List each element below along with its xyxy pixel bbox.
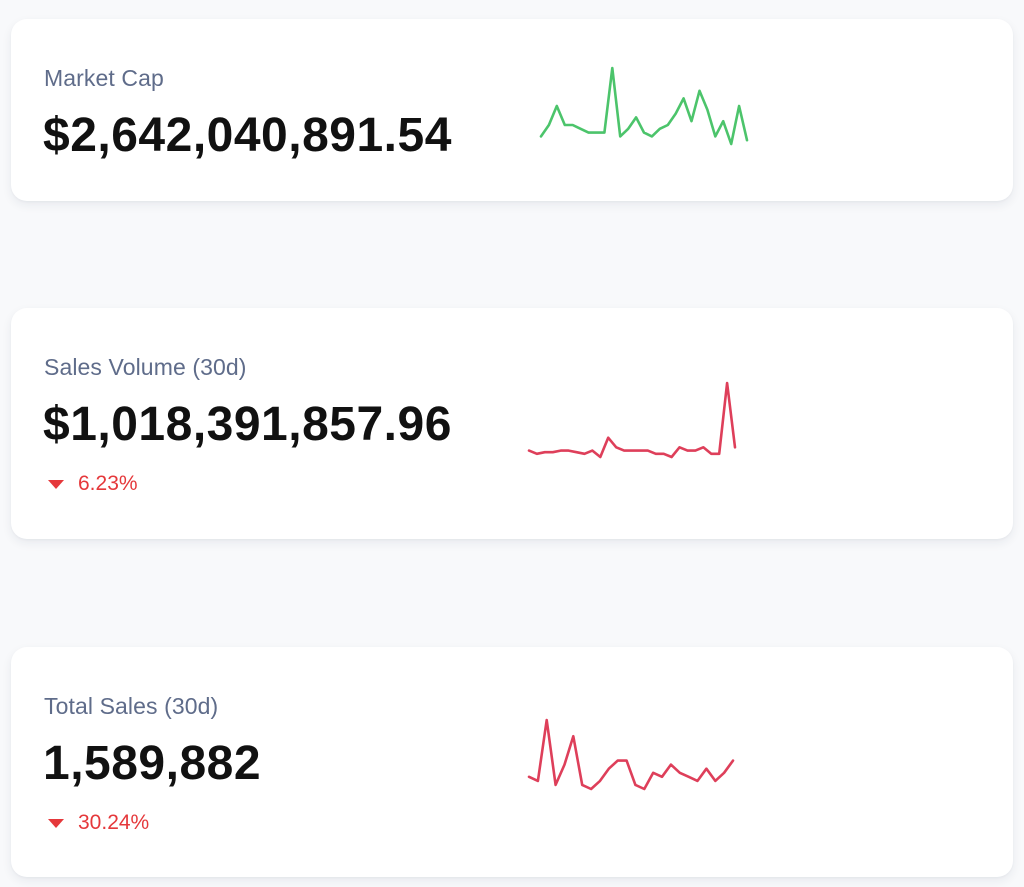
total-sales-label: Total Sales (30d) [44, 693, 219, 719]
sales-volume-change: 6.23% [48, 472, 138, 496]
sales-volume-label: Sales Volume (30d) [44, 354, 247, 380]
sales-volume-sparkline-line [527, 381, 737, 459]
total-sales-sparkline [527, 718, 735, 791]
sales-volume-value: $1,018,391,857.96 [43, 398, 452, 451]
market-cap-card: Market Cap $2,642,040,891.54 [11, 19, 1013, 201]
sales-volume-change-value: 6.23% [78, 472, 138, 495]
sales-volume-card: Sales Volume (30d) $1,018,391,857.96 6.2… [11, 308, 1013, 539]
market-cap-sparkline-line [539, 66, 749, 146]
total-sales-change-value: 30.24% [78, 811, 150, 834]
total-sales-value: 1,589,882 [43, 737, 262, 790]
market-cap-sparkline [539, 66, 749, 146]
caret-down-icon [48, 479, 64, 489]
total-sales-sparkline-line [527, 718, 735, 791]
market-cap-label: Market Cap [44, 65, 164, 91]
sales-volume-sparkline [527, 381, 737, 459]
caret-down-icon [48, 818, 64, 828]
market-cap-value: $2,642,040,891.54 [43, 109, 452, 162]
total-sales-change: 30.24% [48, 811, 149, 835]
total-sales-card: Total Sales (30d) 1,589,882 30.24% [11, 647, 1013, 877]
